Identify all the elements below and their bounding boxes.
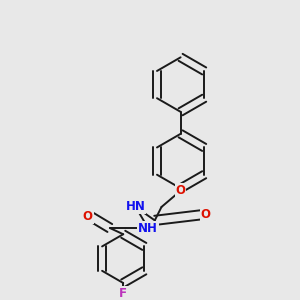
Text: NH: NH — [138, 221, 158, 235]
Text: O: O — [200, 208, 211, 221]
Text: O: O — [83, 210, 93, 223]
Text: F: F — [119, 286, 127, 299]
Text: O: O — [176, 184, 186, 197]
Text: HN: HN — [126, 200, 146, 214]
